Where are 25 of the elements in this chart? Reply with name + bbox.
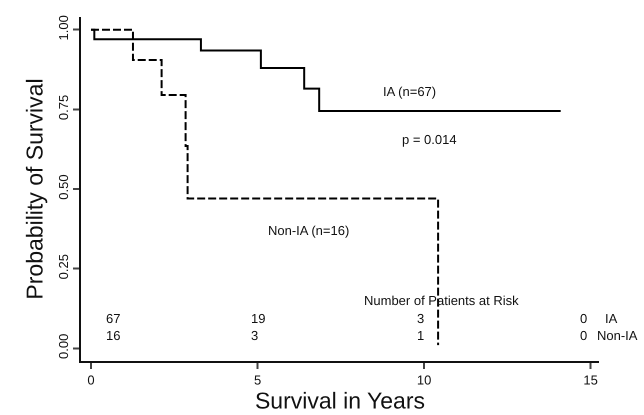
y-tick-label: 0.75: [56, 94, 71, 120]
y-tick-label: 0.50: [56, 174, 71, 200]
annotation: 3: [417, 311, 424, 326]
annotation: 67: [106, 311, 120, 326]
annotation: 3: [251, 328, 258, 343]
x-tick-label: 5: [254, 372, 262, 388]
text: IA: [605, 311, 618, 326]
annotation: Non-IA (n=16): [268, 223, 350, 238]
annotation: Number of Patients at Risk: [364, 293, 520, 308]
annotation: 0: [580, 328, 588, 343]
y-tick-label: 0.25: [56, 254, 71, 280]
x-tick-label: 15: [583, 372, 598, 388]
annotation: 19: [251, 311, 266, 326]
annotation: p = 0.014: [402, 132, 457, 147]
x-tick-label: 10: [416, 372, 432, 388]
annotation: Non-IA: [597, 328, 638, 343]
annotation: IA (n=67): [383, 84, 436, 99]
annotation: 16: [106, 328, 120, 343]
annotation: 1: [417, 328, 424, 343]
y-tick-label: 0.00: [56, 334, 71, 359]
y-axis-title: Probability of Survival: [22, 78, 48, 300]
x-axis-title: Survival in Years: [254, 388, 426, 414]
annotation: 0: [580, 311, 588, 326]
y-tick-label: 1.00: [56, 15, 71, 40]
x-tick-label: 0: [87, 372, 95, 388]
